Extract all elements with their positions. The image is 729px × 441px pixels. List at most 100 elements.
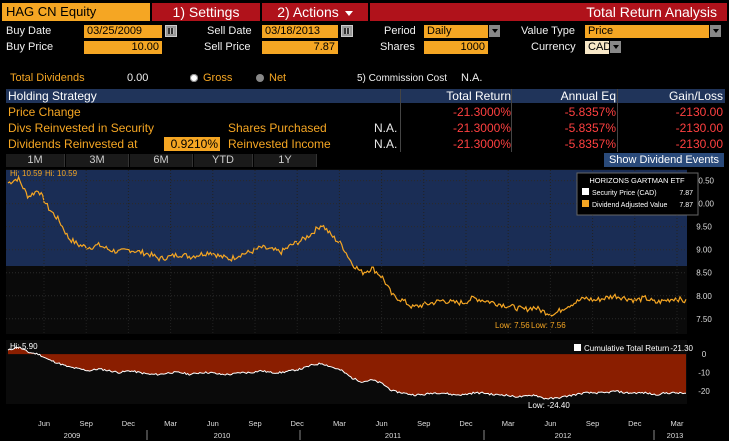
total-return: -21.3000% <box>452 137 511 151</box>
x-tick-label: Dec <box>628 419 642 428</box>
return-fill <box>8 347 686 399</box>
buy-price-label: Buy Price <box>6 41 54 53</box>
commission-cost-button[interactable]: 5) Commission Cost <box>357 73 448 84</box>
legend-swatch <box>574 344 581 351</box>
return-low-label: Low: -24.40 <box>528 401 570 410</box>
extra-label: Reinvested Income <box>228 137 331 151</box>
shares-label: Shares <box>380 41 415 53</box>
x-tick-label: Mar <box>502 419 515 428</box>
shares-field[interactable]: 1000 <box>424 41 488 54</box>
tab-ytd[interactable]: YTD <box>194 154 253 167</box>
column-header: Total Return <box>446 89 511 103</box>
settings-menu-button[interactable]: 1) Settings <box>152 3 260 21</box>
total-dividends-label: Total Dividends <box>10 72 85 84</box>
x-year-label: 2010 <box>214 431 231 440</box>
x-tick-label: Jun <box>207 419 219 428</box>
chevron-down-icon <box>344 10 353 16</box>
actions-label: 2) Actions <box>277 4 339 20</box>
strategy-name: Divs Reinvested in Security <box>8 121 155 135</box>
tab-1y[interactable]: 1Y <box>254 154 317 167</box>
extra-label: Shares Purchased <box>228 121 327 135</box>
y-tick-label: 8.50 <box>696 269 712 278</box>
extra-value: N.A. <box>374 121 398 135</box>
value-type-select[interactable]: Price <box>585 25 709 38</box>
price-low-label-2: Low: 7.56 <box>531 321 566 330</box>
currency-select[interactable]: CAD <box>585 41 611 54</box>
x-tick-label: Dec <box>291 419 305 428</box>
legend-entry: Dividend Adjusted Value <box>592 202 667 209</box>
y-tick-label: 10.50 <box>694 177 715 186</box>
chevron-down-icon[interactable] <box>489 25 500 37</box>
x-tick-label: Mar <box>164 419 177 428</box>
y-tick-label: 8.00 <box>696 292 712 301</box>
tab-1m[interactable]: 1M <box>6 154 65 167</box>
x-year-label: 2012 <box>555 431 572 440</box>
calendar-icon[interactable] <box>341 25 353 37</box>
gain-loss: -2130.00 <box>675 137 723 151</box>
sell-date-label: Sell Date <box>207 25 252 37</box>
net-radio[interactable] <box>256 74 264 82</box>
value-type-label: Value Type <box>521 25 576 37</box>
calendar-icon[interactable] <box>165 25 177 37</box>
y-tick-label: -20 <box>698 387 710 396</box>
total-return: -21.3000% <box>452 105 511 119</box>
reinvest-ratio-field[interactable]: 0.9210% <box>164 137 220 151</box>
annual-eq: -5.8357% <box>564 137 616 151</box>
total-return: -21.3000% <box>452 121 511 135</box>
period-label: Period <box>384 25 416 37</box>
x-tick-label: Dec <box>122 419 136 428</box>
price-line <box>7 175 687 317</box>
legend-swatch <box>582 188 589 195</box>
y-tick-label: 10.00 <box>694 200 715 209</box>
gain-loss: -2130.00 <box>675 121 723 135</box>
chevron-down-icon[interactable] <box>710 25 721 37</box>
legend-entry: Cumulative Total Return <box>584 344 669 353</box>
settings-label: 1) Settings <box>172 4 240 20</box>
table-row[interactable]: Price Change -21.3000% -5.8357% -2130.00 <box>6 105 725 120</box>
buy-date-field[interactable]: 03/25/2009 <box>84 25 162 38</box>
buy-price-field[interactable]: 10.00 <box>84 41 162 54</box>
chevron-down-icon[interactable] <box>610 41 621 53</box>
extra-value: N.A. <box>374 137 398 151</box>
sell-price-label: Sell Price <box>204 41 251 53</box>
ticker-field[interactable]: HAG CN Equity <box>2 3 150 21</box>
x-tick-label: Jun <box>38 419 50 428</box>
return-line <box>7 346 686 400</box>
table-row[interactable]: Divs Reinvested in Security Shares Purch… <box>6 121 725 136</box>
gross-label: Gross <box>203 72 233 84</box>
y-tick-label: 9.50 <box>696 223 712 232</box>
price-legend: HORIZONS GARTMAN ETF Security Price (CAD… <box>576 172 699 216</box>
x-year-label: 2009 <box>64 431 81 440</box>
annual-eq: -5.8357% <box>564 105 616 119</box>
return-legend: Cumulative Total Return -21.30 <box>574 344 694 353</box>
sell-date-field[interactable]: 03/18/2013 <box>262 25 338 38</box>
y-tick-label: -10 <box>698 369 710 378</box>
period-select[interactable]: Daily <box>424 25 488 38</box>
x-tick-label: Jun <box>544 419 556 428</box>
table-header: Holding Strategy Total Return Annual Eq … <box>6 89 725 103</box>
x-year-label: 2013 <box>667 431 684 440</box>
gross-radio[interactable] <box>190 74 198 82</box>
buy-date-label: Buy Date <box>6 25 52 37</box>
column-header: Holding Strategy <box>8 89 97 103</box>
x-tick-label: Mar <box>333 419 346 428</box>
strategy-name: Price Change <box>8 105 81 119</box>
x-tick-label: Jun <box>376 419 388 428</box>
tab-3m[interactable]: 3M <box>66 154 129 167</box>
return-hi-label: Hi: 5.90 <box>10 342 38 351</box>
price-hi-label-2: Hi: 10.59 <box>45 169 78 178</box>
legend-value: 7.87 <box>679 202 693 209</box>
tab-6m[interactable]: 6M <box>130 154 193 167</box>
annual-eq: -5.8357% <box>564 121 616 135</box>
x-tick-label: Sep <box>586 419 599 428</box>
sell-price-field[interactable]: 7.87 <box>262 41 338 54</box>
show-dividend-events-button[interactable]: Show Dividend Events <box>604 153 724 167</box>
actions-menu-button[interactable]: 2) Actions <box>262 3 368 21</box>
legend-value: -21.30 <box>670 344 693 353</box>
table-row[interactable]: Dividends Reinvested at 0.9210% Reinvest… <box>6 137 725 152</box>
x-tick-label: Sep <box>80 419 93 428</box>
gain-loss: -2130.00 <box>675 105 723 119</box>
currency-label: Currency <box>531 41 576 53</box>
strategy-name: Dividends Reinvested at <box>8 137 138 151</box>
price-chart[interactable]: 10.50 10.00 9.50 9.00 8.50 8.00 7.50 0 -10 -20 J… <box>0 168 729 441</box>
